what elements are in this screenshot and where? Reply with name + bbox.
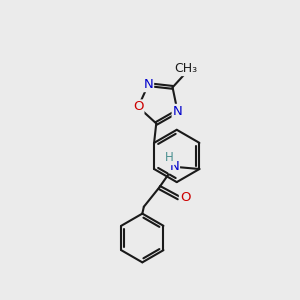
- Text: H: H: [165, 151, 174, 164]
- Text: N: N: [169, 160, 179, 172]
- Text: O: O: [180, 191, 190, 204]
- Text: O: O: [133, 100, 143, 113]
- Text: N: N: [143, 78, 153, 91]
- Text: N: N: [172, 105, 182, 118]
- Text: CH₃: CH₃: [174, 62, 197, 75]
